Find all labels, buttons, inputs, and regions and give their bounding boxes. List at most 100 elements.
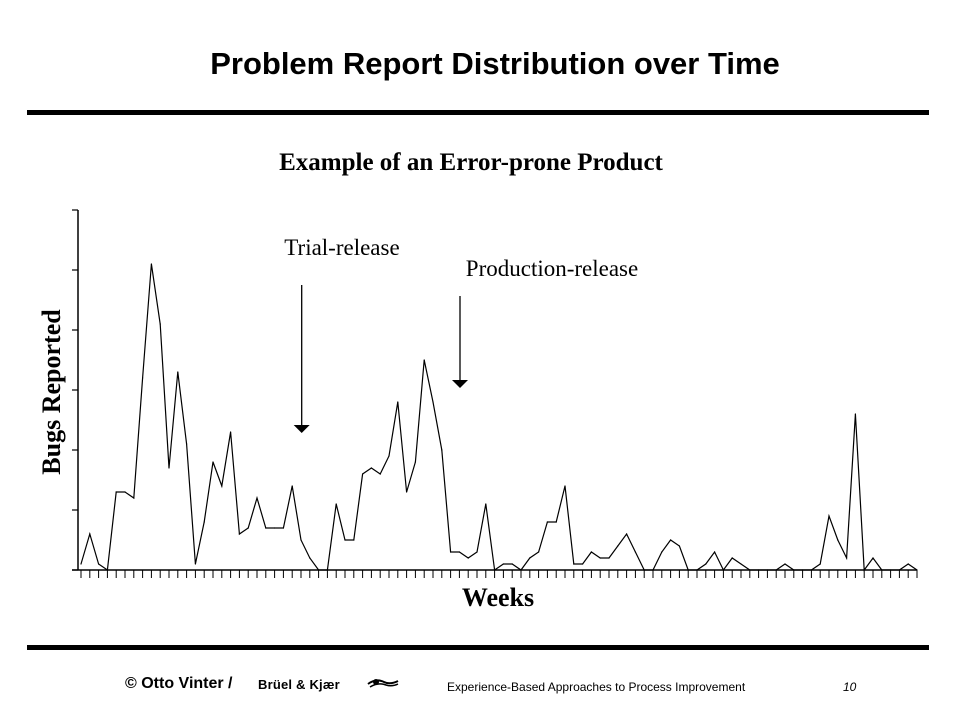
data-point: [634, 551, 637, 553]
data-point: [115, 491, 117, 493]
data-point: [590, 551, 593, 553]
axis-ticks: [72, 209, 918, 578]
data-point: [300, 539, 302, 541]
data-point: [212, 461, 214, 463]
data-point: [203, 521, 205, 523]
data-points: [80, 263, 918, 571]
data-point: [793, 569, 795, 571]
x-axis-label: Weeks: [462, 583, 534, 612]
data-point: [643, 569, 645, 571]
data-point: [837, 539, 839, 541]
data-point: [291, 485, 293, 487]
annotation-production-release-label: Production-release: [466, 256, 638, 281]
data-point: [502, 563, 504, 565]
data-point: [546, 521, 549, 523]
y-axis-label: Bugs Reported: [37, 309, 66, 475]
data-point: [802, 569, 804, 571]
data-point: [485, 503, 487, 505]
data-point: [450, 551, 452, 553]
data-point: [441, 449, 443, 451]
data-point: [194, 563, 196, 565]
data-point: [608, 557, 610, 559]
footer-logo-text: Brüel & Kjær: [258, 677, 340, 692]
bottom-rule: [27, 645, 929, 650]
data-point: [318, 569, 320, 571]
data-point: [661, 551, 663, 553]
data-point: [854, 413, 857, 415]
data-point: [309, 557, 311, 559]
data-point: [573, 563, 575, 565]
data-point: [370, 467, 372, 469]
data-point: [705, 563, 707, 565]
data-point: [133, 497, 135, 499]
footer-course-title: Experience-Based Approaches to Process I…: [447, 680, 746, 694]
data-point: [282, 527, 284, 529]
data-point: [89, 533, 91, 535]
data-point: [274, 527, 276, 529]
data-point: [678, 545, 681, 547]
data-point: [714, 551, 716, 553]
data-point: [872, 557, 874, 559]
data-point: [828, 515, 830, 517]
chart-title: Example of an Error-prone Product: [279, 149, 663, 176]
data-point: [221, 485, 223, 487]
data-point: [731, 557, 733, 559]
data-point: [520, 569, 522, 571]
data-point: [652, 569, 654, 571]
data-point: [766, 569, 769, 571]
data-point: [379, 473, 381, 475]
data-point: [432, 401, 434, 403]
data-point: [529, 557, 531, 559]
data-point: [626, 533, 628, 535]
data-point: [177, 371, 179, 373]
trial-release-arrowhead-icon: [293, 425, 310, 433]
data-point: [846, 557, 848, 559]
data-point: [362, 473, 364, 475]
annotations: Trial-release Production-release: [284, 235, 638, 433]
data-point: [494, 569, 496, 571]
data-point: [810, 569, 813, 571]
data-point: [784, 563, 786, 565]
data-point: [256, 497, 258, 499]
data-point: [247, 527, 249, 529]
data-point: [670, 539, 672, 541]
data-point: [168, 467, 170, 469]
data-point: [150, 263, 152, 265]
data-point: [749, 569, 751, 571]
data-point: [476, 551, 478, 553]
production-release-arrowhead-icon: [452, 380, 468, 388]
data-point: [687, 569, 689, 571]
data-point: [414, 461, 416, 463]
data-point: [397, 401, 399, 403]
data-point: [467, 557, 469, 559]
data-point: [458, 551, 460, 553]
data-point: [819, 563, 821, 565]
annotation-trial-release-label: Trial-release: [284, 235, 399, 260]
data-point: [186, 443, 188, 445]
data-point: [142, 377, 144, 379]
footer-copyright: © Otto Vinter /: [125, 675, 233, 692]
data-point: [388, 455, 390, 457]
logo-emblem-icon: [367, 679, 399, 688]
data-point: [696, 569, 698, 571]
data-point: [511, 563, 513, 565]
data-point: [106, 569, 108, 571]
top-rule: [27, 110, 929, 115]
data-point: [335, 503, 337, 505]
page-number: 10: [843, 680, 857, 694]
data-point: [582, 563, 584, 565]
data-point: [423, 359, 425, 361]
data-point: [599, 557, 601, 559]
data-point: [326, 569, 328, 571]
data-point: [230, 431, 232, 433]
data-point: [740, 563, 742, 565]
data-point: [881, 569, 883, 571]
slide-title: Problem Report Distribution over Time: [210, 46, 780, 81]
series-line: [80, 263, 918, 572]
data-point: [617, 545, 619, 547]
data-point: [758, 569, 760, 571]
data-point: [353, 539, 355, 541]
data-point: [124, 491, 126, 493]
data-point: [555, 521, 557, 523]
